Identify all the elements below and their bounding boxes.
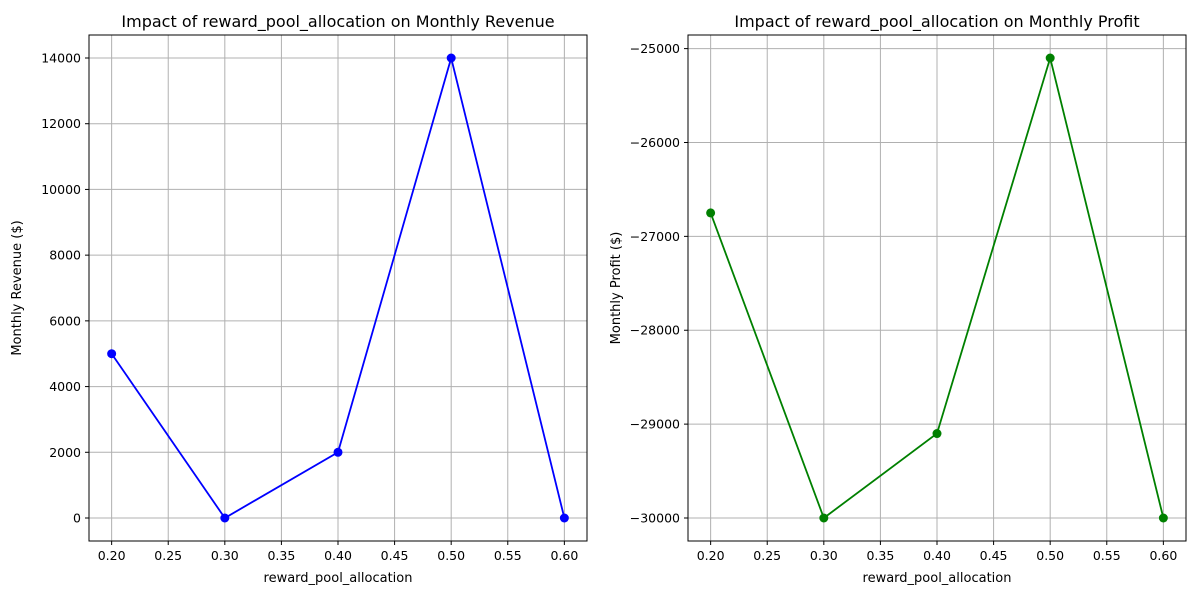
x-axis-label: reward_pool_allocation [863,571,1012,586]
x-tick-label: 0.60 [550,548,578,563]
data-point [706,208,716,218]
plot-frame [88,34,588,542]
data-point [107,349,117,359]
x-tick-label: 0.45 [381,548,409,563]
grid [89,35,587,541]
x-tick-label: 0.35 [267,548,295,563]
data-point [932,429,942,439]
data-point [1158,513,1168,523]
y-tick-label: 10000 [41,182,81,197]
y-axis-label: Monthly Profit ($) [609,232,624,345]
x-tick-label: 0.40 [324,548,352,563]
x-tick-label: 0.40 [923,548,951,563]
grid [688,35,1186,541]
y-tick-label: 0 [73,511,81,526]
y-tick-label: −25000 [630,41,680,56]
x-tick-label: 0.60 [1149,548,1177,563]
revenue-chart: Impact of reward_pool_allocation on Mont… [10,12,588,586]
data-point [333,447,343,457]
chart-title: Impact of reward_pool_allocation on Mont… [121,12,554,32]
x-tick-label: 0.35 [866,548,894,563]
y-tick-label: −27000 [630,229,680,244]
plot-frame [687,34,1187,542]
y-axis-label: Monthly Revenue ($) [10,220,25,355]
data-point [446,53,456,63]
x-tick-label: 0.25 [154,548,182,563]
profit-chart: Impact of reward_pool_allocation on Mont… [609,12,1187,586]
x-tick-label: 0.20 [697,548,725,563]
data-point [559,513,569,523]
x-tick-label: 0.45 [980,548,1008,563]
y-tick-label: −28000 [630,323,680,338]
x-tick-label: 0.30 [810,548,838,563]
x-tick-label: 0.55 [494,548,522,563]
x-tick-label: 0.30 [211,548,239,563]
x-tick-label: 0.20 [98,548,126,563]
data-point [1045,53,1055,63]
y-tick-label: −26000 [630,135,680,150]
y-tick-label: −29000 [630,417,680,432]
x-tick-label: 0.55 [1093,548,1121,563]
y-tick-label: 12000 [41,116,81,131]
y-tick-label: 2000 [49,445,81,460]
data-point [819,513,829,523]
x-tick-label: 0.50 [1036,548,1064,563]
x-axis-label: reward_pool_allocation [264,571,413,586]
y-tick-label: 8000 [49,248,81,263]
x-tick-label: 0.25 [753,548,781,563]
y-tick-label: −30000 [630,511,680,526]
chart-title: Impact of reward_pool_allocation on Mont… [734,12,1139,32]
data-point [220,513,230,523]
y-tick-label: 14000 [41,51,81,66]
x-tick-label: 0.50 [437,548,465,563]
y-tick-label: 6000 [49,313,81,328]
y-tick-label: 4000 [49,379,81,394]
